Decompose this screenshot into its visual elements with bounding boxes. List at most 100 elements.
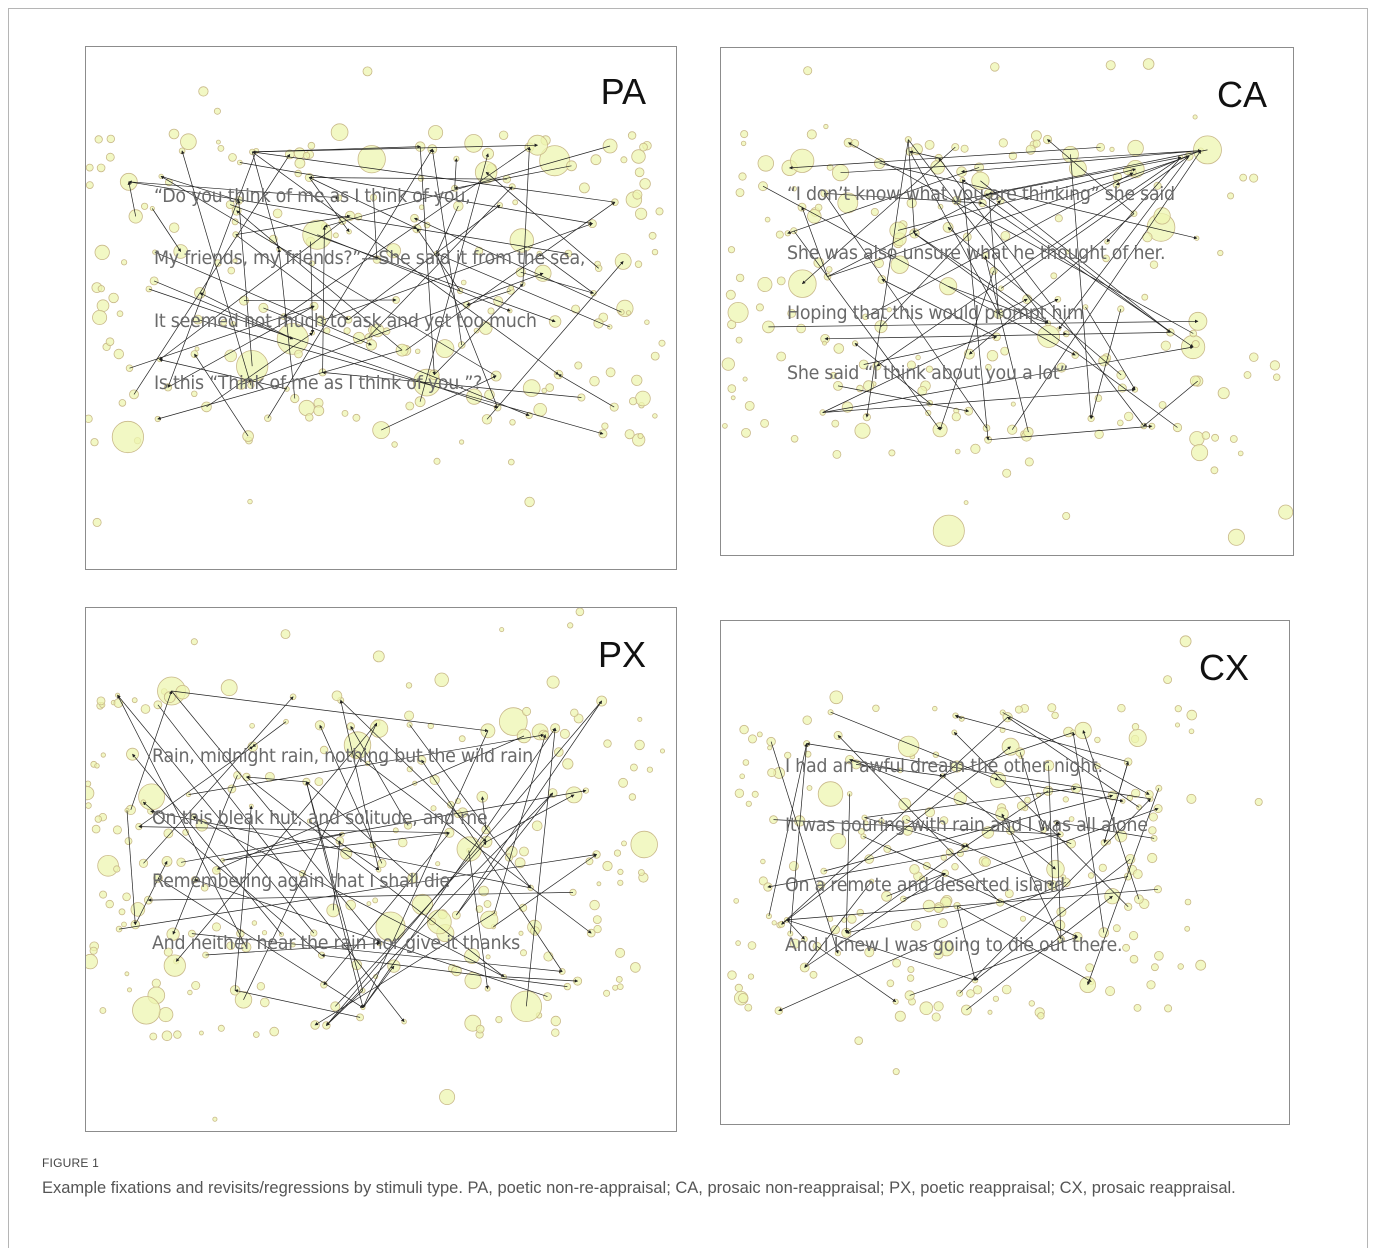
saccade-arrow [486,794,575,843]
fixation-point [1163,675,1173,684]
fixation-point [909,864,920,875]
fixation-point [825,266,833,273]
saccade-arrow [789,146,1101,170]
fixation-point [628,793,637,801]
fixation-point [907,965,915,973]
fixation-point [377,858,387,868]
fixation-point [652,413,658,419]
saccade-arrow [824,192,987,429]
saccade-arrow [886,872,946,897]
stimulus-line: Rain, midnight rain, nothing but the wil… [152,745,533,767]
saccade-arrow [159,358,287,390]
fixation-point [624,429,635,440]
saccade-arrow [157,704,405,1023]
fixation-point [131,697,138,704]
fixation-point [1211,433,1220,442]
fixation-point [630,830,658,859]
fixation-point [406,766,413,773]
fixation-point [589,899,600,911]
fixation-point [571,304,581,314]
saccade-arrow [436,253,610,328]
fixation-point [725,289,736,300]
saccade-arrow [557,374,615,408]
saccade-arrow [436,205,459,255]
fixation-point [870,207,879,216]
fixation-point [507,458,515,466]
fixation-point [483,900,492,908]
fixation-point [217,145,225,152]
saccade-arrow [454,165,572,190]
fixation-point [1217,387,1230,400]
saccade-arrow [323,832,450,986]
fixation-point [940,854,947,861]
fixation-point [854,422,871,439]
saccade-arrow [277,248,296,399]
saccade-arrow [786,888,1158,922]
fixation-point [372,650,385,663]
fixation-point [721,357,735,371]
fixation-point [574,361,583,370]
saccade-arrow [308,175,507,180]
fixation-point [739,773,746,780]
fixation-point [593,924,602,934]
fixation-point [741,427,751,438]
fixation-point [886,979,895,988]
saccade-arrow [421,759,563,972]
saccade-arrow [959,798,1151,994]
saccade-arrow [230,204,556,323]
fixation-point [105,152,115,162]
fixation-point [1249,352,1259,362]
stimulus-line: Hoping that this would prompt him [787,302,1084,324]
fixation-point [433,457,441,465]
fixation-point [601,422,609,430]
fixation-point [776,276,786,286]
fixation-point [567,622,574,629]
saccade-arrow [1054,821,1062,940]
fixation-point [247,498,253,505]
fixation-point [176,857,186,868]
fixation-point [758,876,768,886]
fixation-point [933,949,944,960]
saccade-arrow [954,714,1129,763]
saccade-arrow [768,743,808,917]
fixation-point [607,324,613,330]
saccade-arrow [956,905,977,981]
saccade-arrow [840,149,1202,174]
saccade-arrow [938,157,1145,427]
fixation-point [261,930,268,936]
stimulus-line: And neither hear the rain nor give it th… [152,932,520,954]
fixation-point [933,1001,944,1012]
fixation-point [854,1036,864,1046]
fixation-point [302,219,333,250]
saccade-arrow [431,148,463,346]
saccade-arrow [980,180,1171,333]
fixation-point [1184,925,1191,932]
fixation-point [90,438,99,447]
fixation-point [631,149,646,164]
fixation-point [617,879,624,886]
fixation-point [96,696,106,706]
fixation-point [1054,214,1063,223]
fixation-point [362,66,373,77]
fixation-point [634,739,645,751]
stimulus-line: She said “I think about you a lot” [787,362,1069,384]
saccade-arrow [320,222,593,322]
fixation-point [332,232,339,239]
fixation-point [213,107,221,115]
fixation-point [892,958,902,968]
fixation-point [375,911,406,942]
saccade-arrow [486,260,624,420]
fixation-point [256,982,266,991]
panel-pa: PA “Do you think of me as I think of you… [85,46,677,570]
saccade-arrow [335,841,487,1007]
fixation-point [998,285,1004,292]
saccade-arrow [879,162,1198,240]
saccade-arrow [982,202,1194,348]
saccade-arrow [245,775,307,783]
saccade-arrow [956,156,1182,201]
fixation-point [1098,927,1110,938]
panel-label-ca: CA [1216,74,1267,115]
fixation-point [397,837,408,848]
fixation-point [163,947,173,957]
fixation-point [86,780,92,787]
